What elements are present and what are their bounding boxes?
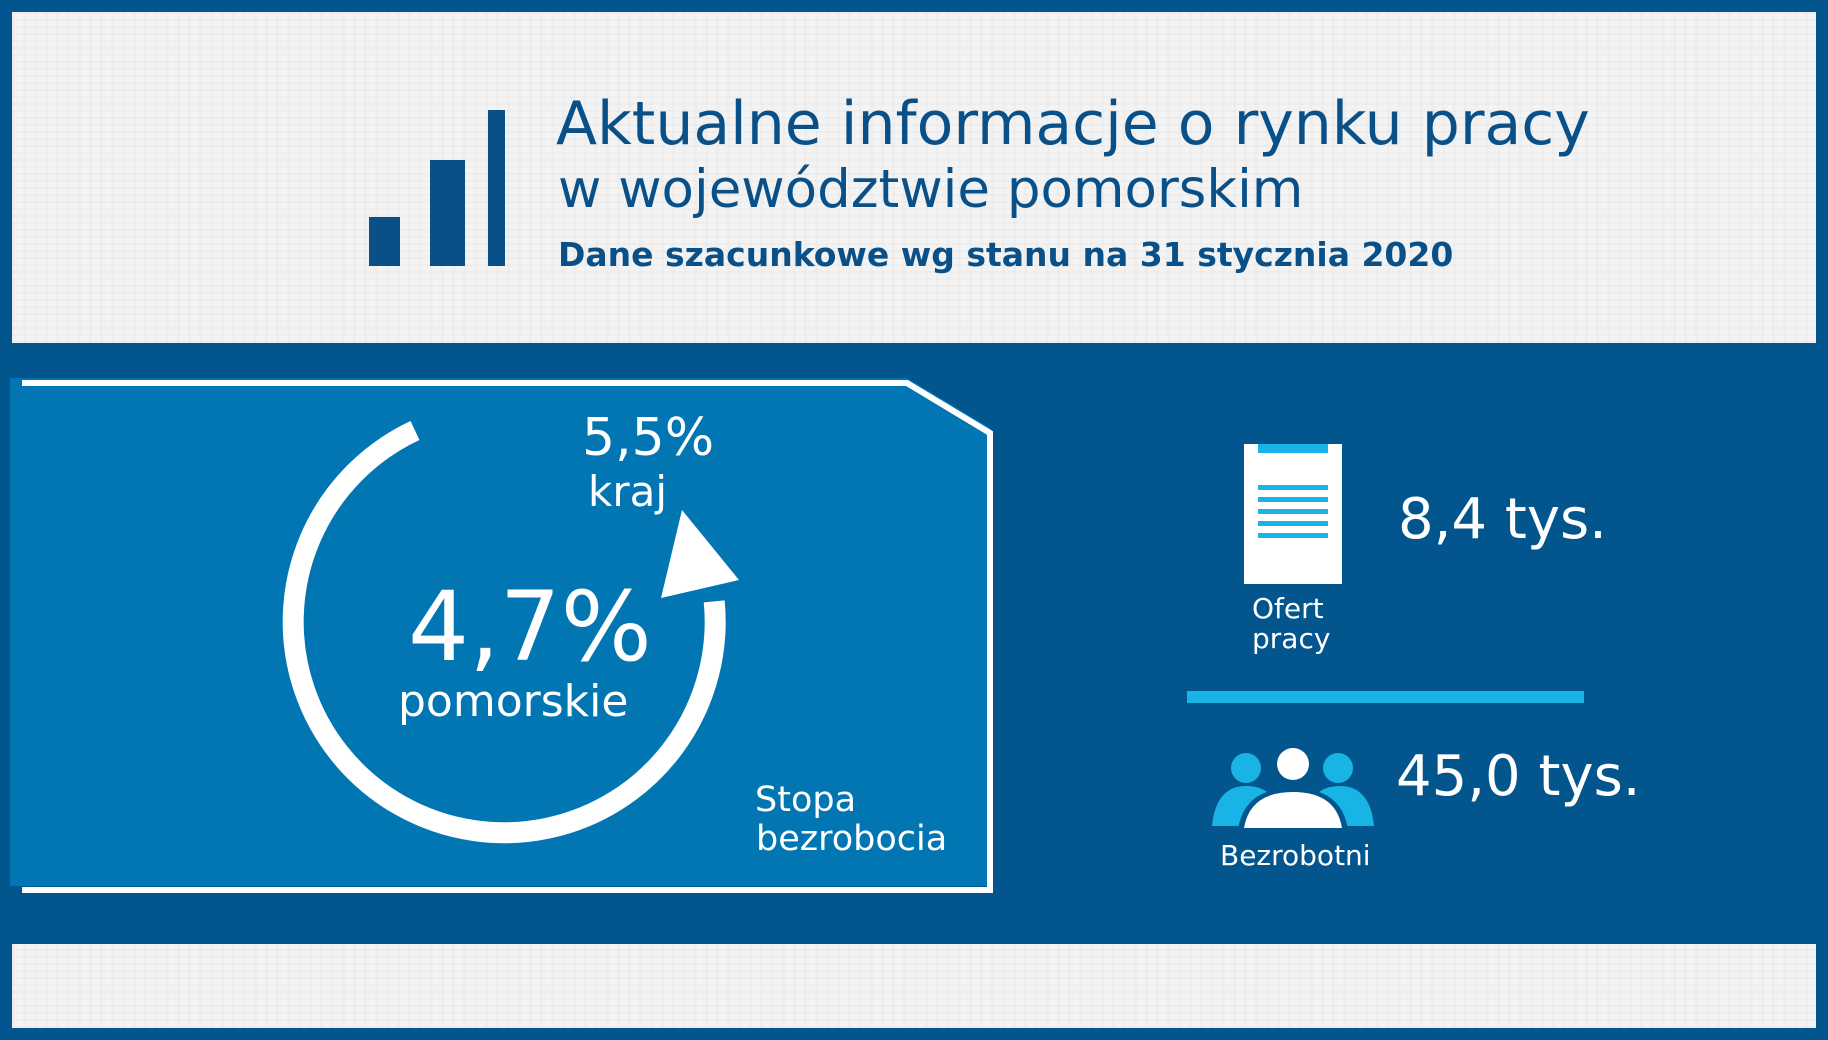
job-offers-label-line2: pracy (1252, 622, 1331, 655)
rate-caption-line2: bezrobocia (756, 819, 948, 859)
clipboard-icon (1244, 444, 1342, 584)
people-group-icon (1212, 745, 1374, 830)
footer-panel (12, 944, 1816, 1028)
page-title: Aktualne informacje o rynku pracy (556, 89, 1590, 159)
unemployed-label: Bezrobotni (1220, 839, 1371, 872)
page-subtitle: w województwie pomorskim (558, 159, 1304, 220)
unemployment-rate-box (10, 378, 993, 893)
bar-chart-icon (369, 110, 505, 266)
header-panel (12, 12, 1816, 343)
regional-rate-value: 4,7% (408, 571, 652, 683)
circular-arrow-icon (282, 420, 739, 844)
unemployed-value: 45,0 tys. (1396, 744, 1641, 809)
divider (1187, 691, 1584, 703)
rate-caption-line1: Stopa (755, 780, 857, 820)
national-rate-label: kraj (588, 467, 667, 516)
date-note: Dane szacunkowe wg stanu na 31 stycznia … (558, 235, 1454, 274)
job-offers-label-line1: Ofert (1252, 592, 1324, 625)
job-offers-value: 8,4 tys. (1398, 487, 1607, 552)
regional-rate-label: pomorskie (398, 676, 629, 727)
national-rate-value: 5,5% (582, 408, 715, 468)
